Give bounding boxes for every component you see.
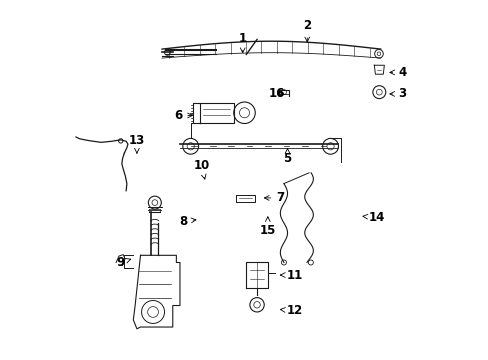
Circle shape <box>164 49 170 55</box>
Circle shape <box>239 108 249 118</box>
Circle shape <box>147 307 158 318</box>
Circle shape <box>308 260 313 265</box>
Circle shape <box>281 260 286 265</box>
Circle shape <box>376 52 380 55</box>
Circle shape <box>322 138 338 154</box>
Text: 7: 7 <box>264 192 284 204</box>
Text: 12: 12 <box>280 305 302 318</box>
Text: 13: 13 <box>128 134 145 153</box>
Circle shape <box>152 200 158 206</box>
Text: 2: 2 <box>303 19 311 42</box>
Circle shape <box>372 86 385 99</box>
Text: 15: 15 <box>259 217 275 237</box>
Circle shape <box>233 102 255 123</box>
Circle shape <box>187 143 194 150</box>
Circle shape <box>374 49 383 58</box>
Circle shape <box>142 301 164 323</box>
Circle shape <box>326 143 333 150</box>
Text: 5: 5 <box>283 149 291 165</box>
Text: 16: 16 <box>268 87 285 100</box>
Circle shape <box>281 90 286 95</box>
Text: 11: 11 <box>280 269 302 282</box>
Circle shape <box>148 196 161 209</box>
Text: 6: 6 <box>174 109 192 122</box>
Text: 8: 8 <box>179 215 196 228</box>
Circle shape <box>183 138 198 154</box>
Circle shape <box>119 139 122 143</box>
Text: 10: 10 <box>193 159 209 179</box>
Circle shape <box>376 89 382 95</box>
Circle shape <box>253 302 260 308</box>
Text: 1: 1 <box>238 32 246 53</box>
Text: 14: 14 <box>362 211 385 224</box>
Text: 4: 4 <box>389 66 406 79</box>
Text: 9: 9 <box>117 256 130 269</box>
Text: 3: 3 <box>389 87 406 100</box>
Circle shape <box>249 298 264 312</box>
